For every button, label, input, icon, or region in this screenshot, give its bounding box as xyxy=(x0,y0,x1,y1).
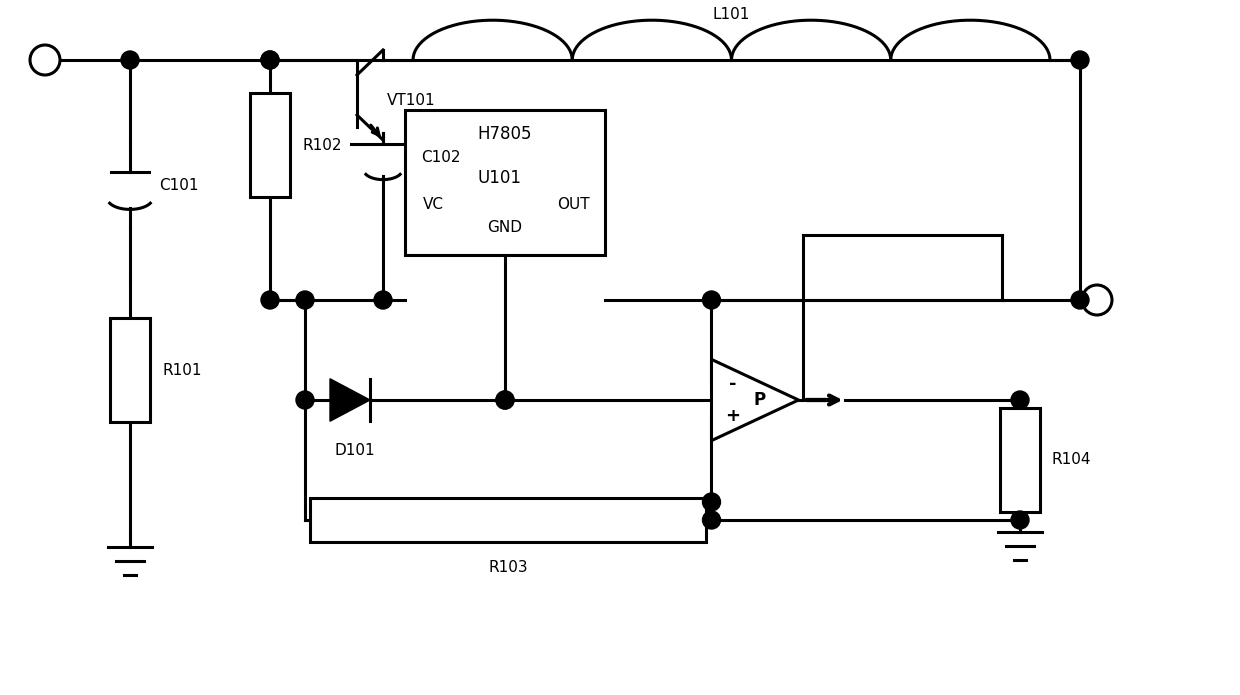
Circle shape xyxy=(1071,51,1089,69)
Circle shape xyxy=(260,51,279,69)
Text: D101: D101 xyxy=(335,443,376,458)
Text: P: P xyxy=(754,391,766,409)
Polygon shape xyxy=(712,359,799,441)
Text: R103: R103 xyxy=(489,560,528,575)
Bar xyxy=(999,408,1040,512)
Text: R104: R104 xyxy=(1052,452,1091,468)
Circle shape xyxy=(496,391,515,409)
Bar xyxy=(110,318,150,422)
Text: R101: R101 xyxy=(162,363,202,377)
Circle shape xyxy=(1011,511,1029,529)
Text: VT101: VT101 xyxy=(387,92,435,108)
Circle shape xyxy=(296,391,314,409)
Text: C102: C102 xyxy=(422,149,460,165)
Polygon shape xyxy=(330,379,370,421)
Text: GND: GND xyxy=(487,220,522,235)
Text: H7805: H7805 xyxy=(477,125,532,143)
Bar xyxy=(310,498,707,542)
Text: U101: U101 xyxy=(477,168,522,186)
Circle shape xyxy=(296,291,314,309)
Circle shape xyxy=(703,511,720,529)
Text: L101: L101 xyxy=(713,7,750,22)
Text: OUT: OUT xyxy=(557,197,590,212)
Text: R102: R102 xyxy=(303,138,341,152)
Circle shape xyxy=(374,291,392,309)
Circle shape xyxy=(260,51,279,69)
Text: VC: VC xyxy=(423,197,444,212)
Bar xyxy=(405,110,605,255)
Bar xyxy=(250,93,290,197)
Circle shape xyxy=(260,291,279,309)
Circle shape xyxy=(496,391,515,409)
Text: -: - xyxy=(729,375,737,393)
Circle shape xyxy=(1071,291,1089,309)
Circle shape xyxy=(703,291,720,309)
Circle shape xyxy=(122,51,139,69)
Text: C101: C101 xyxy=(159,177,198,193)
Circle shape xyxy=(1011,391,1029,409)
Circle shape xyxy=(703,493,720,511)
Text: +: + xyxy=(725,407,740,425)
